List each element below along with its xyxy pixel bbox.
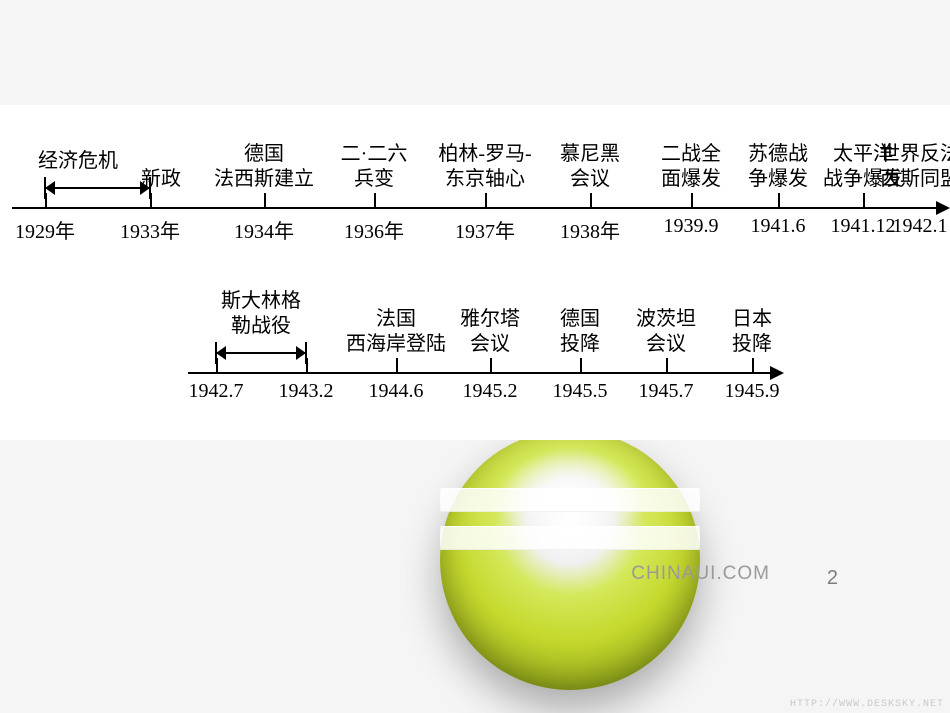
year-label: 1939.9 bbox=[664, 215, 719, 238]
interval-label: 经济危机 bbox=[38, 149, 118, 174]
year-label: 1934年 bbox=[234, 215, 294, 244]
timeline-axis bbox=[188, 372, 770, 374]
event-label: 德国投降 bbox=[560, 307, 600, 357]
axis-tick bbox=[216, 358, 218, 372]
corner-watermark: HTTP://WWW.DESKSKY.NET bbox=[790, 699, 944, 710]
year-label: 1945.7 bbox=[639, 380, 694, 403]
axis-tick bbox=[45, 193, 47, 207]
event-label: 苏德战争爆发 bbox=[748, 142, 808, 192]
year-label: 1937年 bbox=[455, 215, 515, 244]
orb-band bbox=[440, 526, 700, 550]
event-label: 波茨坦会议 bbox=[636, 307, 696, 357]
event-label: 世界反法西斯同盟 bbox=[880, 142, 950, 192]
axis-tick bbox=[580, 358, 582, 372]
axis-tick bbox=[590, 193, 592, 207]
year-label: 1933年 bbox=[120, 215, 180, 244]
axis-tick bbox=[666, 358, 668, 372]
axis-tick bbox=[306, 358, 308, 372]
axis-tick bbox=[150, 193, 152, 207]
timeline-panel: 经济危机 1929年 1933年 新政 1934年 德国法西斯建立 1936年 二·二六兵变 1… bbox=[0, 105, 950, 440]
year-label: 1942.7 bbox=[189, 380, 244, 403]
year-label: 1938年 bbox=[560, 215, 620, 244]
year-label: 1945.9 bbox=[725, 380, 780, 403]
event-label: 二·二六兵变 bbox=[341, 142, 408, 192]
event-label: 柏林-罗马-东京轴心 bbox=[438, 142, 531, 192]
year-label: 1936年 bbox=[344, 215, 404, 244]
year-label: 1941.6 bbox=[751, 215, 806, 238]
event-label: 日本投降 bbox=[732, 307, 772, 357]
axis-tick bbox=[264, 193, 266, 207]
event-label: 二战全面爆发 bbox=[661, 142, 721, 192]
year-label: 1941.12 bbox=[831, 215, 896, 238]
year-label: 1929年 bbox=[15, 215, 75, 244]
interval-label: 斯大林格勒战役 bbox=[221, 289, 301, 339]
year-label: 1943.2 bbox=[279, 380, 334, 403]
axis-tick bbox=[752, 358, 754, 372]
event-label: 德国法西斯建立 bbox=[214, 142, 314, 192]
page-number: 2 bbox=[827, 567, 838, 590]
timeline-row-2: 斯大林格勒战役 1942.7 1943.2 1944.6 法国西海岸登陆 1945.2 雅尔… bbox=[0, 280, 950, 445]
axis-arrow-icon bbox=[936, 201, 950, 215]
axis-tick bbox=[778, 193, 780, 207]
axis-tick bbox=[485, 193, 487, 207]
orb-band bbox=[440, 488, 700, 512]
axis-arrow-icon bbox=[770, 366, 784, 380]
interval-marker bbox=[45, 187, 150, 189]
axis-tick bbox=[374, 193, 376, 207]
timeline-axis bbox=[12, 207, 936, 209]
interval-marker bbox=[216, 352, 306, 354]
timeline: 经济危机 1929年 1933年 新政 1934年 德国法西斯建立 1936年 二·二六兵变 1… bbox=[0, 115, 950, 445]
year-label: 1945.5 bbox=[553, 380, 608, 403]
event-label: 慕尼黑会议 bbox=[560, 142, 620, 192]
axis-tick bbox=[490, 358, 492, 372]
logo-text: CHINAUI.COM bbox=[631, 563, 770, 585]
event-label: 法国西海岸登陆 bbox=[346, 307, 446, 357]
year-label: 1945.2 bbox=[463, 380, 518, 403]
event-label: 新政 bbox=[141, 167, 181, 192]
axis-tick bbox=[396, 358, 398, 372]
axis-tick bbox=[863, 193, 865, 207]
year-label: 1944.6 bbox=[369, 380, 424, 403]
timeline-row-1: 经济危机 1929年 1933年 新政 1934年 德国法西斯建立 1936年 二·二六兵变 1… bbox=[0, 115, 950, 280]
decorative-orb bbox=[440, 430, 700, 690]
year-label: 1942.1 bbox=[893, 215, 948, 238]
event-label: 雅尔塔会议 bbox=[460, 307, 520, 357]
axis-tick bbox=[691, 193, 693, 207]
